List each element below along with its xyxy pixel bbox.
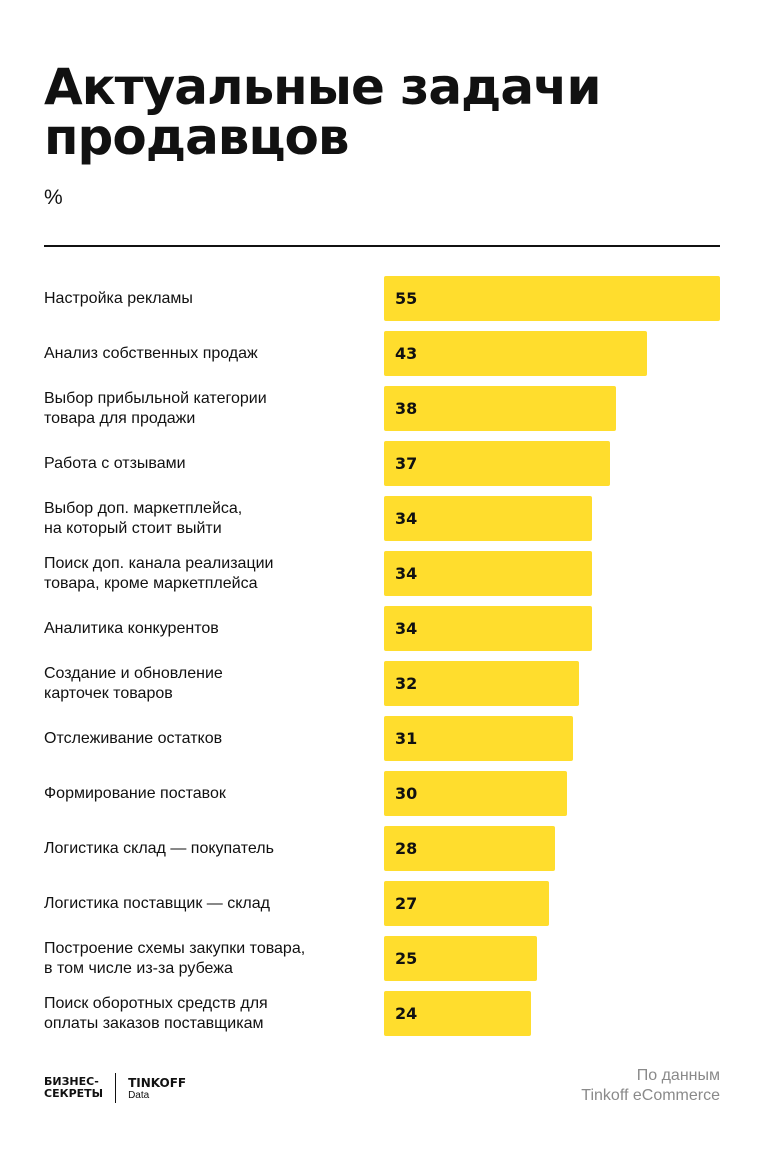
category-label: Построение схемы закупки товара, в том ч… (44, 939, 306, 977)
value-label: 28 (395, 839, 418, 858)
source-line-2: Tinkoff eCommerce (581, 1087, 720, 1104)
bar-row: Анализ собственных продаж 43 (44, 331, 720, 376)
bar-row: Построение схемы закупки товара, в том ч… (44, 936, 720, 981)
category-label: Формирование поставок (44, 784, 226, 802)
value-label: 34 (395, 509, 418, 528)
value-label: 32 (395, 674, 418, 693)
category-label: Анализ собственных продаж (44, 344, 258, 362)
value-label: 34 (395, 564, 418, 583)
category-label: Выбор прибыльной категории товара для пр… (44, 389, 267, 427)
category-label: Поиск оборотных средств для оплаты заказ… (44, 994, 268, 1032)
category-label: Отслеживание остатков (44, 729, 223, 747)
category-label: Работа с отзывами (44, 454, 186, 472)
value-label: 55 (395, 289, 418, 308)
bar-row: Работа с отзывами 37 (44, 441, 720, 486)
bar-row: Отслеживание остатков 31 (44, 716, 720, 761)
source-note: По данным Tinkoff eCommerce (581, 1066, 720, 1106)
bar-row: Выбор доп. маркетплейса, на который стои… (44, 496, 720, 541)
bar-row: Настройка рекламы 55 (44, 276, 720, 321)
bar (384, 496, 592, 541)
category-label: Аналитика конкурентов (44, 619, 219, 637)
value-label: 43 (395, 344, 418, 363)
logo-divider (115, 1073, 117, 1103)
source-line-1: По данным (636, 1067, 720, 1084)
bar-row: Поиск оборотных средств для оплаты заказ… (44, 991, 720, 1036)
chart-title: Актуальные задачи продавцов (44, 58, 602, 166)
category-label: Создание и обновление карточек товаров (44, 664, 223, 702)
category-label: Настройка рекламы (44, 289, 193, 307)
bar (384, 881, 549, 926)
unit-label: % (44, 186, 63, 209)
value-label: 27 (395, 894, 418, 913)
bar (384, 551, 592, 596)
bar (384, 826, 556, 871)
value-label: 37 (395, 454, 418, 473)
bar-row: Логистика склад — покупатель 28 (44, 826, 720, 871)
bar (384, 936, 537, 981)
value-label: 25 (395, 949, 418, 968)
logo: БИЗНЕС- СЕКРЕТЫ TINKOFF Data (44, 1073, 186, 1103)
bar-row: Создание и обновление карточек товаров 32 (44, 661, 720, 706)
bar-row: Выбор прибыльной категории товара для пр… (44, 386, 720, 431)
logo-data: Data (128, 1089, 150, 1101)
bar-row: Логистика поставщик — склад 27 (44, 881, 720, 926)
value-label: 31 (395, 729, 418, 748)
bar (384, 606, 592, 651)
bar (384, 386, 617, 431)
bar (384, 661, 580, 706)
bar (384, 441, 611, 486)
bar (384, 771, 568, 816)
value-label: 24 (395, 1004, 418, 1023)
header-divider (44, 245, 720, 247)
value-label: 30 (395, 784, 418, 803)
bar-row: Поиск доп. канала реализации товара, кро… (44, 551, 720, 596)
bar (384, 716, 574, 761)
category-label: Поиск доп. канала реализации товара, кро… (44, 554, 274, 592)
category-label: Логистика склад — покупатель (44, 839, 274, 857)
bar-row: Аналитика конкурентов 34 (44, 606, 720, 651)
bar-row: Формирование поставок 30 (44, 771, 720, 816)
value-label: 38 (395, 399, 418, 418)
category-label: Выбор доп. маркетплейса, на который стои… (44, 499, 243, 537)
bar (384, 276, 720, 321)
logo-tinkoff: TINKOFF (128, 1075, 187, 1090)
category-label: Логистика поставщик — склад (44, 894, 270, 912)
bar (384, 991, 531, 1036)
value-label: 34 (395, 619, 418, 638)
bar (384, 331, 647, 376)
logo-biznes-sekrety: БИЗНЕС- СЕКРЕТЫ (44, 1075, 104, 1100)
